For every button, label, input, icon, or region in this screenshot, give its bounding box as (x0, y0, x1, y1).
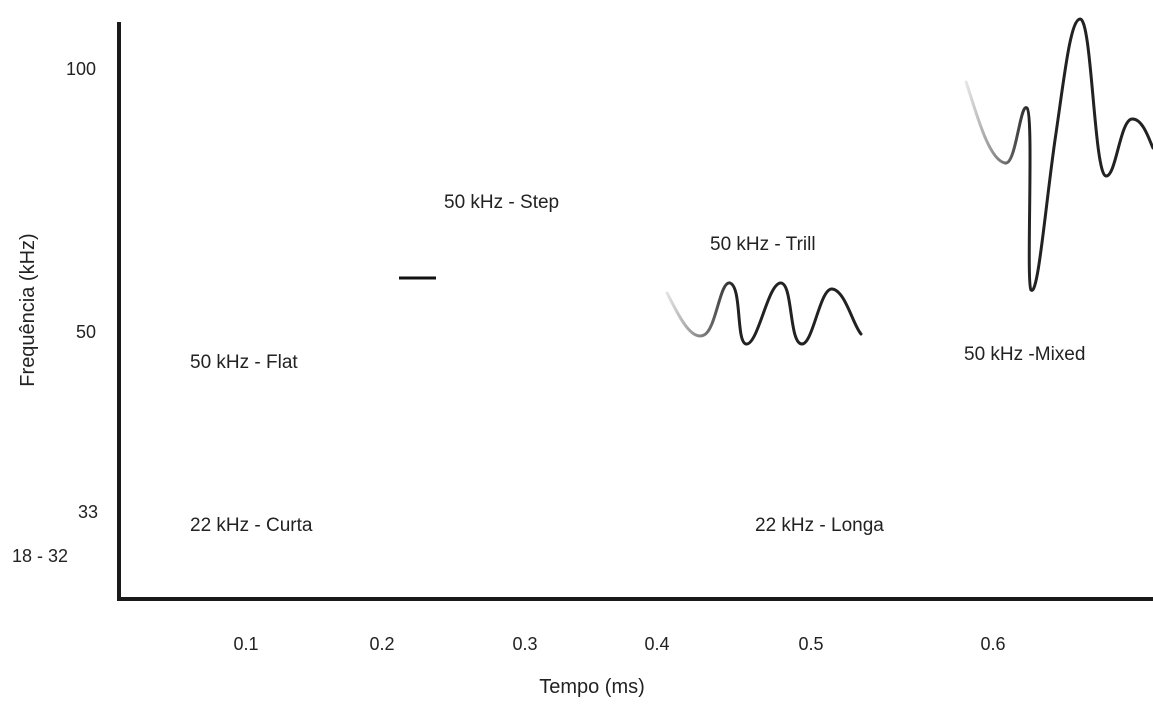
x-tick-0.3: 0.3 (512, 634, 537, 654)
x-tick-0.4: 0.4 (644, 634, 669, 654)
curta-call-label: 22 kHz - Curta (190, 515, 313, 536)
mixed-call-label: 50 kHz -Mixed (964, 344, 1085, 365)
x-axis-title: Tempo (ms) (539, 676, 645, 698)
y-tick-50: 50 (76, 322, 96, 342)
x-tick-0.1: 0.1 (233, 634, 258, 654)
mixed-call-wave (964, 17, 1153, 292)
y-tick-100: 100 (66, 59, 96, 79)
step-call-label: 50 kHz - Step (444, 192, 559, 213)
longa-call-label: 22 kHz - Longa (755, 515, 884, 536)
trill-call-wave (665, 281, 863, 346)
flat-call-label: 50 kHz - Flat (190, 352, 298, 373)
x-tick-0.6: 0.6 (980, 634, 1005, 654)
x-tick-0.2: 0.2 (369, 634, 394, 654)
y-tick-33: 33 (78, 502, 98, 522)
y-tick-18-32: 18 - 32 (12, 546, 68, 566)
x-tick-0.5: 0.5 (798, 634, 823, 654)
y-axis-title: Frequência (kHz) (17, 233, 39, 386)
trill-call-label: 50 kHz - Trill (710, 234, 816, 255)
